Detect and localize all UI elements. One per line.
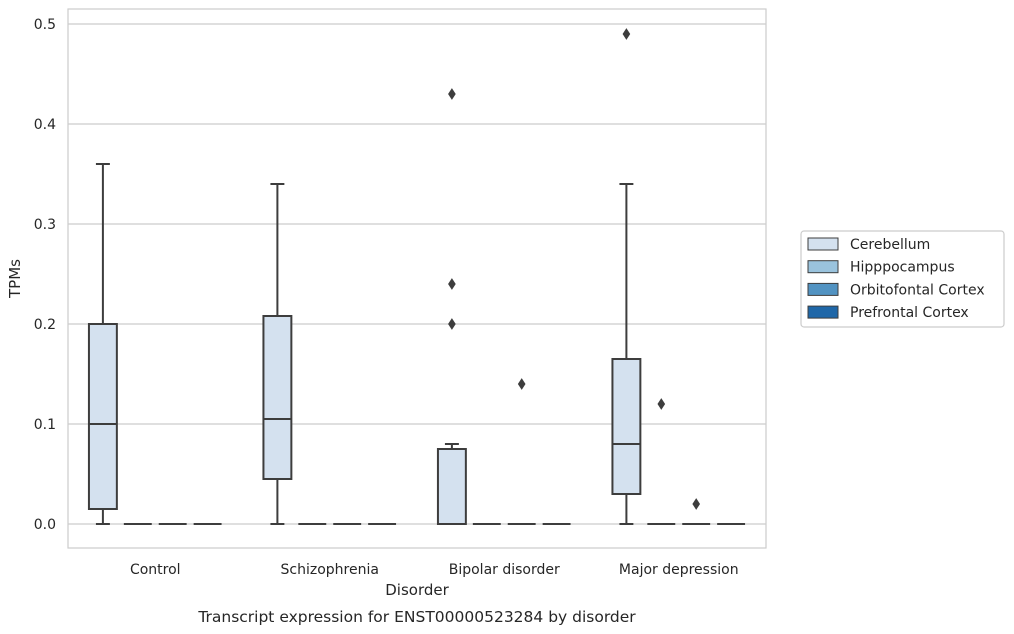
outlier-point	[448, 88, 456, 100]
y-tick-label: 0.1	[34, 417, 56, 433]
legend-swatch	[807, 305, 839, 319]
box-body	[436, 448, 467, 525]
plot-frame	[67, 8, 767, 549]
y-tick-label: 0.5	[34, 17, 56, 33]
y-axis-label: TPMs	[6, 259, 24, 299]
x-tick-labels: Control Schizophrenia Bipolar disorder Majo…	[130, 562, 739, 578]
box-body	[611, 358, 642, 495]
box-orbitofontal-cortex	[507, 378, 536, 525]
legend-swatch	[807, 282, 839, 296]
box-cerebellum	[87, 163, 118, 525]
legend-swatch	[807, 260, 839, 274]
legend-label: Hipppocampus	[850, 260, 955, 276]
box-body	[87, 323, 118, 510]
chart-caption: Transcript expression for ENST0000052328…	[197, 608, 636, 626]
box-hipppocampus	[647, 398, 676, 525]
legend-label: Orbitofontal Cortex	[850, 282, 985, 298]
y-tick-label: 0.0	[34, 517, 56, 533]
legend-swatch	[807, 237, 839, 251]
outlier-point	[517, 378, 526, 390]
outlier-point	[692, 498, 701, 510]
legend-label: Cerebellum	[850, 237, 930, 253]
x-axis-label: Disorder	[385, 581, 449, 599]
legend-label: Prefrontal Cortex	[850, 305, 969, 321]
outlier-point	[657, 398, 666, 410]
box-cerebellum	[436, 88, 467, 525]
legend: Cerebellum Hipppocampus Orbitofontal Corte…	[800, 230, 1005, 328]
y-tick-label: 0.3	[34, 217, 56, 233]
box-cerebellum	[611, 28, 642, 525]
box-body	[262, 315, 293, 480]
box-orbitofontal-cortex	[682, 498, 711, 525]
outlier-point	[448, 278, 456, 290]
x-tick-label: Bipolar disorder	[449, 562, 560, 578]
x-tick-label: Schizophrenia	[281, 562, 379, 578]
box-plot-marks	[87, 28, 746, 525]
y-tick-label: 0.2	[34, 317, 56, 333]
y-tick-labels: 0.0 0.1 0.2 0.3 0.4 0.5	[34, 17, 56, 533]
x-tick-label: Major depression	[619, 562, 739, 578]
outlier-point	[448, 318, 456, 330]
outlier-point	[622, 28, 631, 40]
legend-frame	[800, 230, 1005, 328]
y-tick-label: 0.4	[34, 117, 56, 133]
box-cerebellum	[262, 183, 293, 525]
grid-lines	[68, 23, 766, 525]
x-tick-label: Control	[130, 562, 181, 578]
